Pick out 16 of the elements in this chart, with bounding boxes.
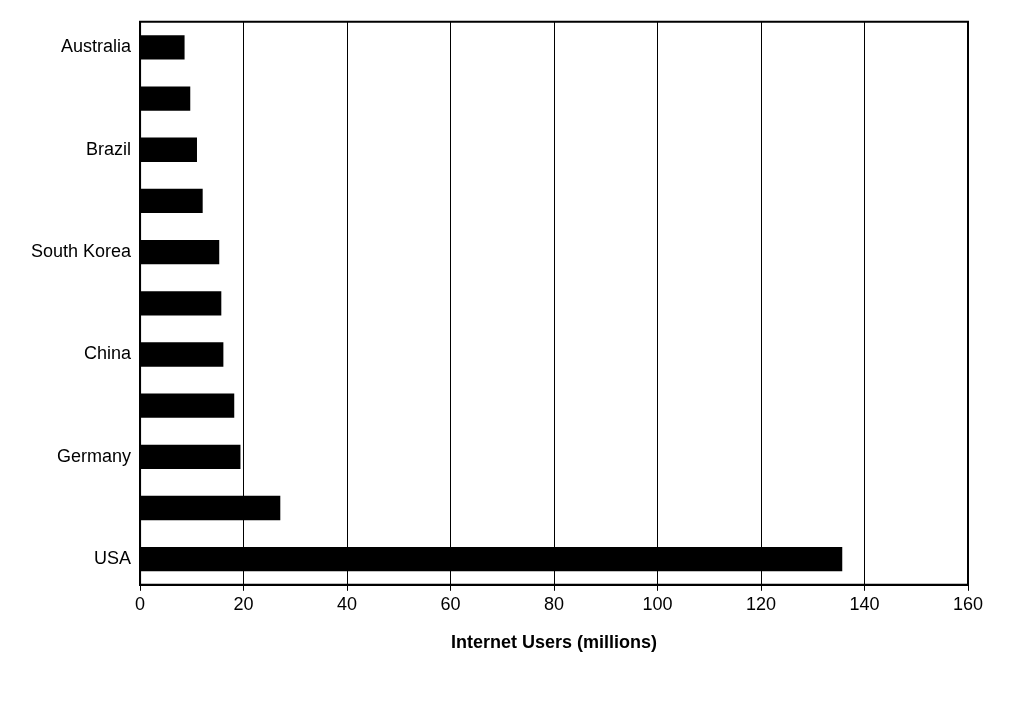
x-tick-label: 140 xyxy=(849,593,880,614)
x-tick-label: 160 xyxy=(952,593,984,614)
x-tick-label: 20 xyxy=(233,593,254,614)
x-tick-label: 100 xyxy=(642,593,673,614)
y-tick-label: South Korea xyxy=(30,241,133,262)
x-axis-title: Internet Users (millions) xyxy=(451,632,658,653)
x-tick-label: 0 xyxy=(135,593,146,614)
x-tick-label: 60 xyxy=(440,593,461,614)
y-tick-label: China xyxy=(84,343,133,364)
y-tick-label: Germany xyxy=(57,445,132,466)
y-tick-label: Brazil xyxy=(86,138,132,159)
y-tick-label: Australia xyxy=(61,36,133,57)
x-tick-label: 120 xyxy=(745,593,777,614)
y-tick-label: USA xyxy=(94,548,132,569)
x-tick-label: 40 xyxy=(337,593,358,614)
x-tick-label: 80 xyxy=(544,593,565,614)
